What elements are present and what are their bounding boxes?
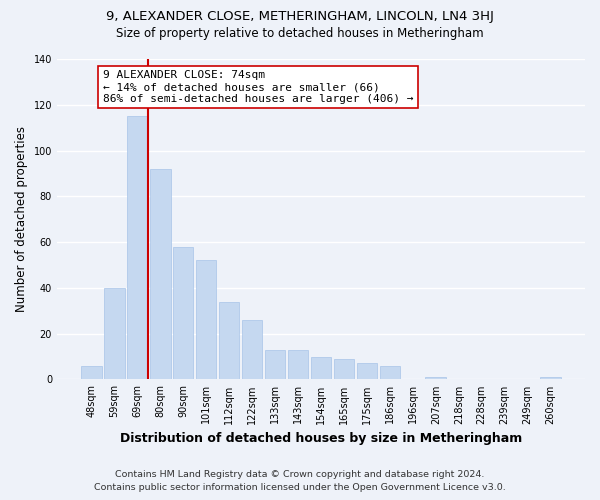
Bar bbox=[242, 320, 262, 380]
Bar bbox=[173, 246, 193, 380]
Bar bbox=[127, 116, 148, 380]
Bar bbox=[81, 366, 101, 380]
Bar bbox=[425, 377, 446, 380]
Y-axis label: Number of detached properties: Number of detached properties bbox=[15, 126, 28, 312]
Bar bbox=[150, 169, 170, 380]
Bar bbox=[356, 364, 377, 380]
Bar bbox=[311, 356, 331, 380]
Text: Contains HM Land Registry data © Crown copyright and database right 2024.
Contai: Contains HM Land Registry data © Crown c… bbox=[94, 470, 506, 492]
Text: 9, ALEXANDER CLOSE, METHERINGHAM, LINCOLN, LN4 3HJ: 9, ALEXANDER CLOSE, METHERINGHAM, LINCOL… bbox=[106, 10, 494, 23]
Bar bbox=[104, 288, 125, 380]
Bar bbox=[334, 359, 354, 380]
Bar bbox=[541, 377, 561, 380]
Bar bbox=[196, 260, 217, 380]
Bar bbox=[265, 350, 286, 380]
X-axis label: Distribution of detached houses by size in Metheringham: Distribution of detached houses by size … bbox=[120, 432, 522, 445]
Bar bbox=[380, 366, 400, 380]
Bar bbox=[287, 350, 308, 380]
Text: 9 ALEXANDER CLOSE: 74sqm
← 14% of detached houses are smaller (66)
86% of semi-d: 9 ALEXANDER CLOSE: 74sqm ← 14% of detach… bbox=[103, 70, 413, 104]
Bar bbox=[219, 302, 239, 380]
Text: Size of property relative to detached houses in Metheringham: Size of property relative to detached ho… bbox=[116, 28, 484, 40]
